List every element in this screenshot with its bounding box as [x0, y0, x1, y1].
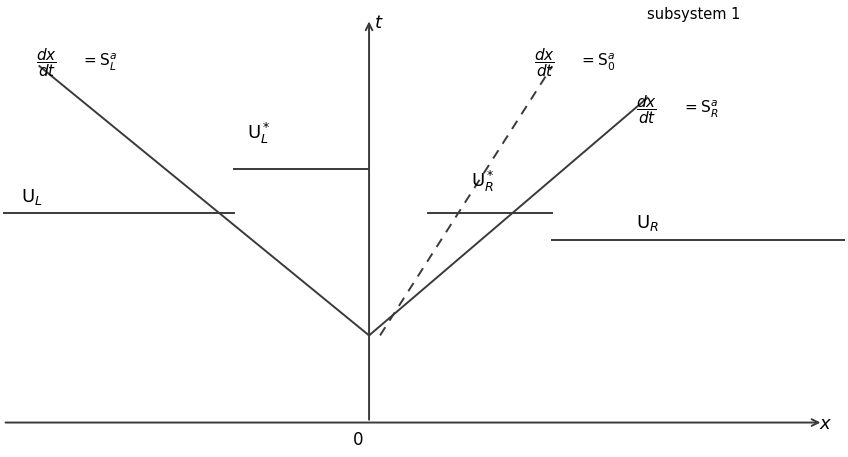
Text: 0: 0 [353, 431, 363, 449]
Text: $\dfrac{dx}{dt}$: $\dfrac{dx}{dt}$ [36, 46, 57, 79]
Text: $\mathregular{U}_L$: $\mathregular{U}_L$ [21, 187, 43, 207]
Text: $\mathregular{U}_R^*$: $\mathregular{U}_R^*$ [471, 169, 494, 193]
Text: $\dfrac{dx}{dt}$: $\dfrac{dx}{dt}$ [637, 93, 657, 126]
Text: $\dfrac{dx}{dt}$: $\dfrac{dx}{dt}$ [534, 46, 555, 79]
Text: $= \mathregular{S}_L^a$: $= \mathregular{S}_L^a$ [81, 52, 118, 73]
Text: $= \mathregular{S}_R^a$: $= \mathregular{S}_R^a$ [682, 99, 719, 120]
Text: $\mathregular{U}_R$: $\mathregular{U}_R$ [636, 213, 659, 233]
Text: $\mathregular{U}_L^*$: $\mathregular{U}_L^*$ [248, 121, 271, 146]
Text: subsystem 1: subsystem 1 [647, 7, 741, 22]
Text: x: x [819, 415, 830, 433]
Text: t: t [374, 14, 382, 32]
Text: $= \mathregular{S}_0^a$: $= \mathregular{S}_0^a$ [579, 52, 616, 73]
